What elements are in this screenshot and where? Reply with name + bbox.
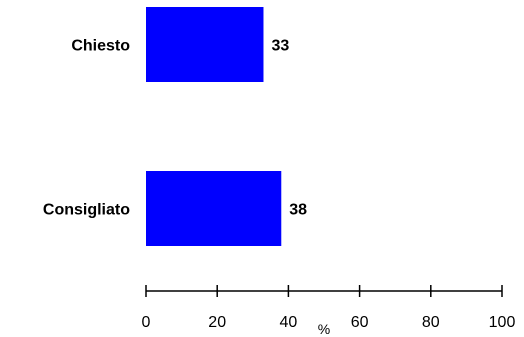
x-tick-label: 60 xyxy=(351,314,369,331)
data-label: 38 xyxy=(289,202,307,219)
x-axis: 0 20 40 60 80 100 xyxy=(142,285,516,331)
category-label: Consigliato xyxy=(43,202,130,219)
bar xyxy=(146,7,264,82)
x-axis-title: % xyxy=(318,321,330,337)
bars-layer: Chiesto 33 Consigliato 38 xyxy=(43,7,307,246)
x-tick-label: 20 xyxy=(208,314,226,331)
x-tick-label: 100 xyxy=(489,314,516,331)
x-tick-label: 40 xyxy=(280,314,298,331)
bar xyxy=(146,171,282,246)
x-tick-label: 80 xyxy=(422,314,440,331)
category-label: Chiesto xyxy=(71,38,130,55)
x-tick-label: 0 xyxy=(142,314,151,331)
data-label: 33 xyxy=(271,38,289,55)
